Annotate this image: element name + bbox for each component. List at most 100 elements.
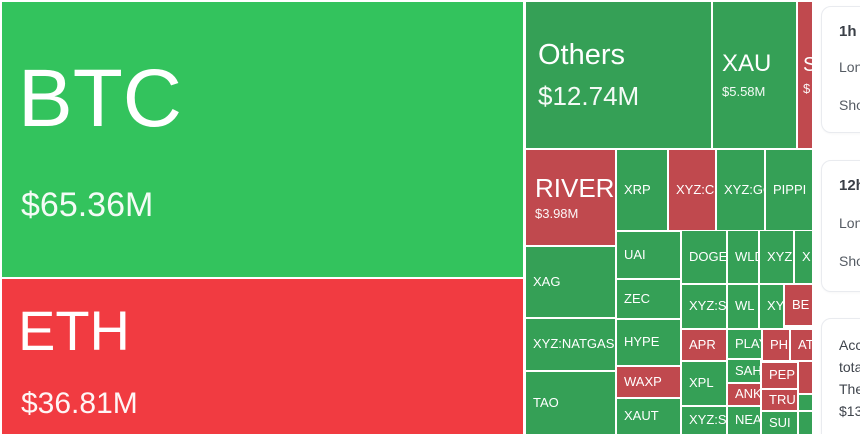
tile-symbol: ETH [18,299,130,362]
tile-symbol: UAI [624,246,646,262]
tile-symbol: NEA [735,412,760,428]
treemap-tile-unlabeled[interactable] [799,362,812,393]
summary-line: Acc [839,337,860,353]
tile-symbol: WAXP [624,373,662,389]
treemap-tile-hype[interactable]: HYPE [617,320,680,365]
tile-symbol: PEP [769,367,796,383]
tile-symbol: WLD [735,248,758,264]
treemap-tile-sui[interactable]: SUI [762,412,797,434]
tile-symbol: APR [689,336,716,352]
tile-symbol: X [802,248,811,264]
tile-symbol: DOGE [689,248,726,264]
treemap-tile-wl[interactable]: WL [728,285,758,328]
treemap-tile-doge[interactable]: DOGE [682,231,726,283]
treemap-tile-wld[interactable]: WLD [728,231,758,283]
treemap-tile-ank[interactable]: ANK [728,384,760,405]
treemap-tile-apr[interactable]: APR [682,330,726,360]
treemap-tile-pippi[interactable]: PIPPI [766,150,812,230]
tile-value: $36.81M [21,387,138,420]
treemap-tile-tru[interactable]: TRU [762,390,797,410]
treemap-tile-nea[interactable]: NEA [728,407,760,434]
stats-card-title: 12h [839,177,860,194]
treemap-tile-others[interactable]: Others $12.74M [526,2,711,148]
treemap-tile-play[interactable]: PLAY [728,330,761,358]
tile-symbol: BTC [18,53,182,144]
treemap-tile-xyz-s[interactable]: XYZ:S [682,285,726,328]
tile-symbol: XYZ:CL [676,181,715,197]
treemap-tile-s[interactable]: S $ [798,2,812,148]
tile-value: $12.74M [538,80,640,111]
treemap-tile-xpl[interactable]: XPL [682,362,726,405]
treemap-tile-at[interactable]: AT [791,330,812,360]
stats-card-12h: 12h Lon Sho [821,160,860,292]
treemap-tile-river[interactable]: RIVER $3.98M [526,150,615,245]
treemap-tile-uai[interactable]: UAI [617,232,680,278]
stat-line-long: Lon [839,59,860,75]
treemap-tile-xau[interactable]: XAU $5.58M [713,2,796,148]
stats-card-title: 1h [839,23,857,40]
tile-value: $ [803,80,811,96]
tile-symbol: XPL [689,375,714,391]
treemap-tile-xyz-go[interactable]: XYZ:GO [717,150,764,230]
tile-symbol: XYZ:S [689,298,726,314]
summary-line: tota [839,359,860,375]
treemap-tile-zec[interactable]: ZEC [617,280,680,318]
stats-card-1h: 1h Lon Sho [821,6,860,133]
treemap-tile-x[interactable]: X [795,231,812,283]
tile-symbol: TAO [533,394,559,410]
treemap-tile-ph[interactable]: PH [763,330,789,360]
tile-symbol: XYZ:S [689,412,726,428]
summary-card: Acc tota The $13 [821,318,860,434]
tile-value: $65.36M [21,186,154,224]
treemap-tile-xyz[interactable]: XYZ [760,285,783,328]
treemap-tile-xaut[interactable]: XAUT [617,399,680,434]
tile-symbol: PH [770,336,789,352]
tile-value: $3.98M [535,206,579,222]
treemap-tile-waxp[interactable]: WAXP [617,367,680,397]
treemap-tile-tao[interactable]: TAO [526,372,615,434]
treemap-tile-xyz-cl[interactable]: XYZ:CL [669,150,715,230]
stat-line-short: Sho [839,97,860,113]
tile-symbol: HYPE [624,334,660,350]
treemap-tile-eth[interactable]: ETH $36.81M [2,279,523,434]
tile-symbol: XYZ:GO [724,181,764,197]
tile-symbol: SUI [769,414,791,430]
summary-line: $13 [839,403,860,419]
tile-symbol: XAUT [624,408,659,424]
tile-symbol: ANK [735,386,760,402]
treemap-tile-pep[interactable]: PEP [762,363,797,388]
tile-symbol: PIPPI [773,181,807,197]
treemap-tile-be[interactable]: BE [785,285,812,325]
stat-line-short: Sho [839,253,860,269]
tile-symbol: Others [538,38,626,71]
tile-symbol: BE [792,296,810,312]
treemap-tile-sah[interactable]: SAH [728,360,760,382]
tile-symbol: XYZ: [767,248,793,264]
treemap-tile-xyz-s[interactable]: XYZ:S [682,407,726,434]
treemap-tile-unlabeled[interactable] [799,395,812,410]
tile-symbol: XAU [722,49,772,77]
stats-panel: 1h Lon Sho 12h Lon Sho Acc tota The $13 [821,0,860,434]
treemap-tile-btc[interactable]: BTC $65.36M [2,2,523,277]
tile-symbol: RIVER [535,172,615,203]
tile-value: $5.58M [722,84,766,100]
tile-symbol: AT [798,336,812,352]
tile-symbol: XYZ [767,298,783,314]
tile-symbol: S [803,53,812,76]
treemap-tile-xrp[interactable]: XRP [617,150,667,230]
tile-symbol: XYZ:NATGAS [533,336,615,352]
tile-symbol: SAH [735,362,760,378]
treemap-tile-xag[interactable]: XAG [526,247,615,317]
tile-symbol: WL [735,298,755,314]
treemap-tile-xyz[interactable]: XYZ: [760,231,793,283]
treemap-tile-xyz-natgas[interactable]: XYZ:NATGAS [526,319,615,370]
tile-symbol: PLAY [735,335,761,351]
tile-symbol: XRP [624,181,651,197]
tile-symbol: ZEC [624,290,650,306]
treemap-tile-unlabeled[interactable] [799,412,812,434]
summary-line: The [839,381,860,397]
tile-symbol: XAG [533,273,561,289]
tile-symbol: TRU [769,391,796,407]
stat-line-long: Lon [839,215,860,231]
